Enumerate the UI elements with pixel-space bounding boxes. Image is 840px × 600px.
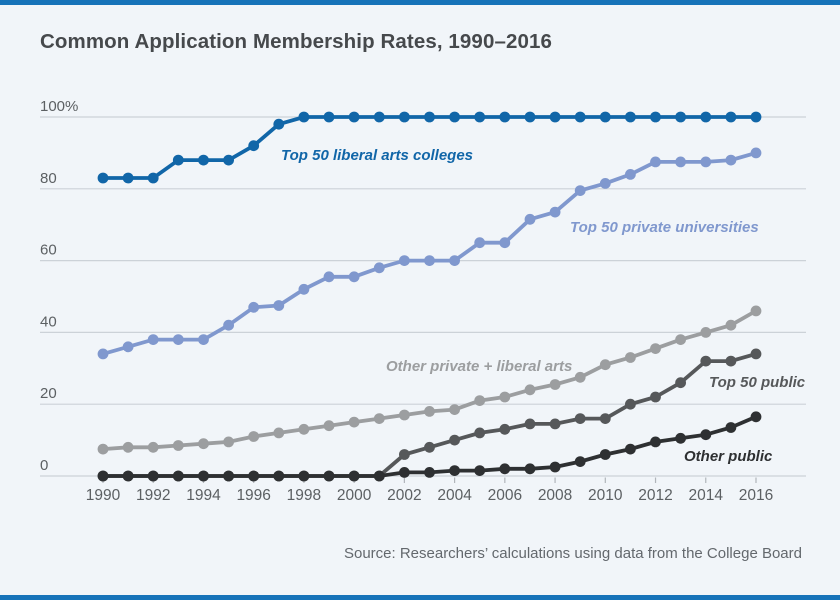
svg-text:1990: 1990: [86, 487, 121, 504]
svg-text:2010: 2010: [588, 487, 623, 504]
svg-text:1998: 1998: [287, 487, 321, 504]
series-label-other-private-liberal-arts: Other private + liberal arts: [386, 358, 573, 375]
svg-text:2000: 2000: [337, 487, 372, 504]
svg-text:80: 80: [40, 170, 57, 187]
svg-text:2016: 2016: [739, 487, 773, 504]
svg-text:0: 0: [40, 457, 48, 474]
svg-text:20: 20: [40, 385, 57, 402]
svg-text:2004: 2004: [437, 487, 472, 504]
svg-text:1992: 1992: [136, 487, 170, 504]
series-label-other-public: Other public: [684, 448, 773, 465]
svg-text:2006: 2006: [488, 487, 522, 504]
svg-text:2012: 2012: [638, 487, 672, 504]
svg-text:100%: 100%: [40, 98, 78, 115]
series-label-top-50-liberal-arts: Top 50 liberal arts colleges: [281, 147, 474, 164]
svg-text:2014: 2014: [689, 487, 724, 504]
series-label-top-50-private-universities: Top 50 private universities: [570, 219, 759, 236]
svg-text:2008: 2008: [538, 487, 572, 504]
bottom-accent-bar: [0, 595, 840, 600]
svg-text:1994: 1994: [186, 487, 221, 504]
svg-text:60: 60: [40, 242, 57, 259]
source-note: Source: Researchers’ calculations using …: [343, 545, 802, 562]
svg-text:2002: 2002: [387, 487, 421, 504]
series-label-top-50-public: Top 50 public: [709, 374, 806, 391]
svg-text:40: 40: [40, 313, 57, 330]
top-accent-bar: [0, 0, 840, 5]
svg-text:1996: 1996: [236, 487, 270, 504]
chart-title: Common Application Membership Rates, 199…: [40, 30, 552, 53]
